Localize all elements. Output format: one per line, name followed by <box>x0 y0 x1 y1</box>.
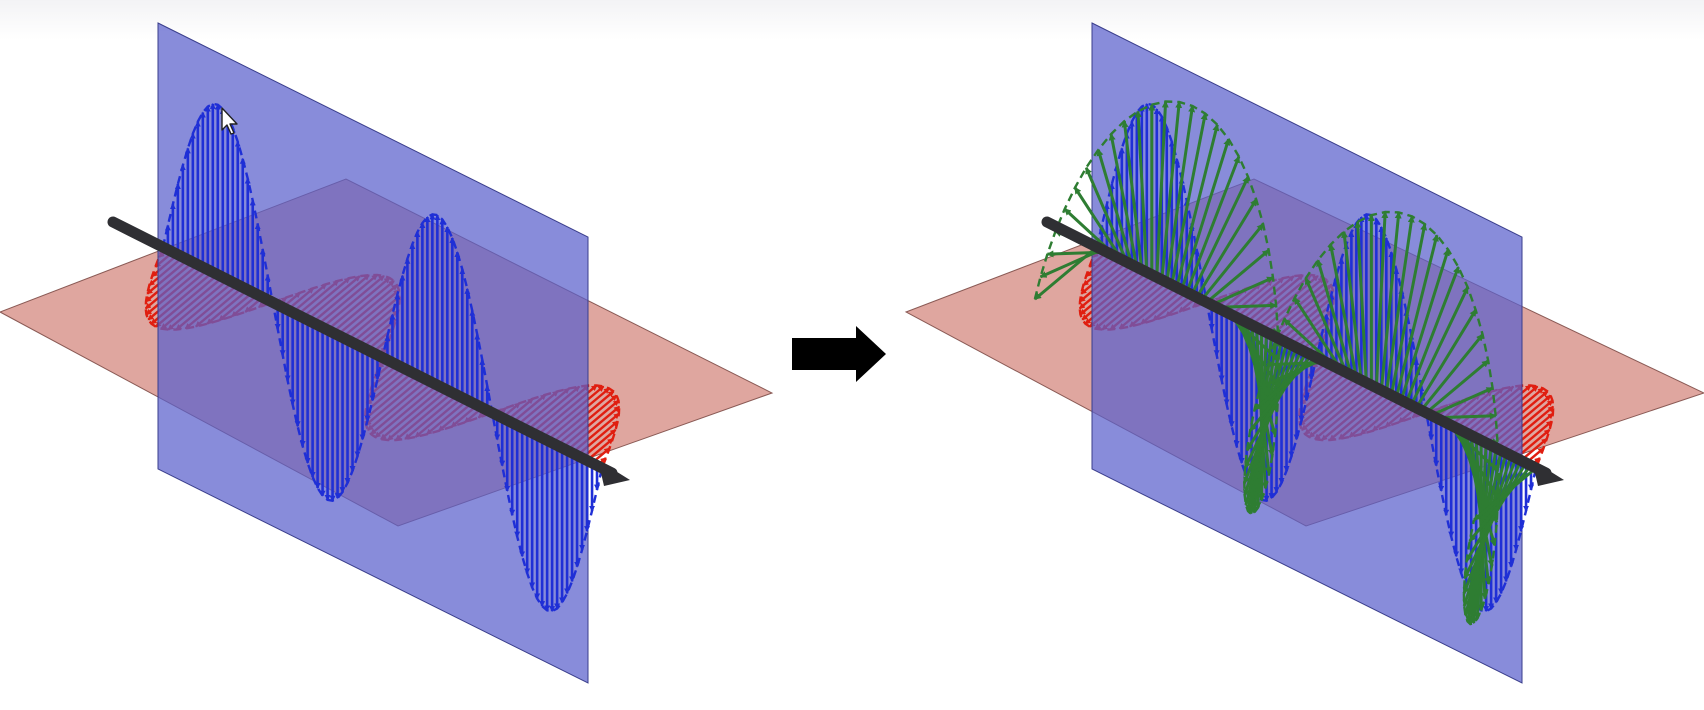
resultant-field-vector <box>1379 211 1402 391</box>
resultant-field-vector <box>1293 297 1343 371</box>
resultant-field-vector <box>1096 148 1134 266</box>
vertical-field-component <box>161 102 604 613</box>
resultant-field-vector <box>1073 186 1124 261</box>
resultant-field-vector <box>1039 248 1103 279</box>
resultant-field-vector <box>1414 309 1478 409</box>
resultant-field-vector <box>1399 248 1450 401</box>
resultant-field-vector <box>1245 351 1308 452</box>
resultant-field-vector <box>1211 276 1274 307</box>
resultant-field-vector <box>1404 266 1460 404</box>
resultant-field-vector <box>1328 243 1358 378</box>
resultant-field-vector <box>1160 100 1183 280</box>
resultant-field-vector <box>1473 466 1537 522</box>
resultant-field-vector <box>1425 359 1490 414</box>
resultant-field-vector <box>1304 277 1348 374</box>
resultant-field-vector <box>1430 386 1494 417</box>
axis-arrowhead <box>1532 460 1564 486</box>
resultant-field-vector <box>1200 223 1265 301</box>
resultant-field-vector <box>1155 100 1169 278</box>
wave-envelope <box>1033 100 1500 626</box>
resultant-field-vector <box>1394 234 1439 399</box>
resultant-field-vector <box>1354 220 1368 383</box>
resultant-field-vector <box>1175 123 1220 288</box>
resultant-field-vector <box>1259 358 1323 389</box>
resultant-field-vector <box>1316 259 1353 376</box>
resultant-field-vector <box>1190 175 1250 296</box>
circular-polarization-diagram <box>904 22 1704 684</box>
resultant-field-vector <box>1170 112 1208 286</box>
resultant-field-vector <box>1409 286 1470 406</box>
resultant-field-vector <box>1165 105 1196 283</box>
resultant-field-vector <box>1468 464 1533 543</box>
resultant-field-vector <box>1205 249 1270 304</box>
resultant-field-vector <box>1195 198 1258 299</box>
right-arrow-icon <box>792 326 886 382</box>
resultant-field-vector <box>1134 110 1149 273</box>
resultant-field-vectors <box>1033 100 1537 626</box>
resultant-field-vector <box>1185 155 1241 293</box>
resultant-field-vector <box>1108 133 1139 268</box>
resultant-field-vector <box>1084 166 1129 263</box>
resultant-field-vector <box>1121 120 1144 270</box>
propagation-axis <box>1041 216 1564 486</box>
resultant-field-vector <box>1180 138 1231 291</box>
linear-polarization-diagram <box>0 22 774 684</box>
mouse-pointer-icon <box>221 107 238 135</box>
resultant-field-vector <box>1374 210 1389 388</box>
propagation-axis <box>107 216 630 486</box>
resultant-field-vector <box>1384 215 1415 393</box>
axis-arrowhead <box>598 460 630 486</box>
resultant-field-vector <box>1389 223 1428 396</box>
resultant-field-vector <box>1420 333 1484 412</box>
resultant-field-vector <box>1341 230 1363 381</box>
